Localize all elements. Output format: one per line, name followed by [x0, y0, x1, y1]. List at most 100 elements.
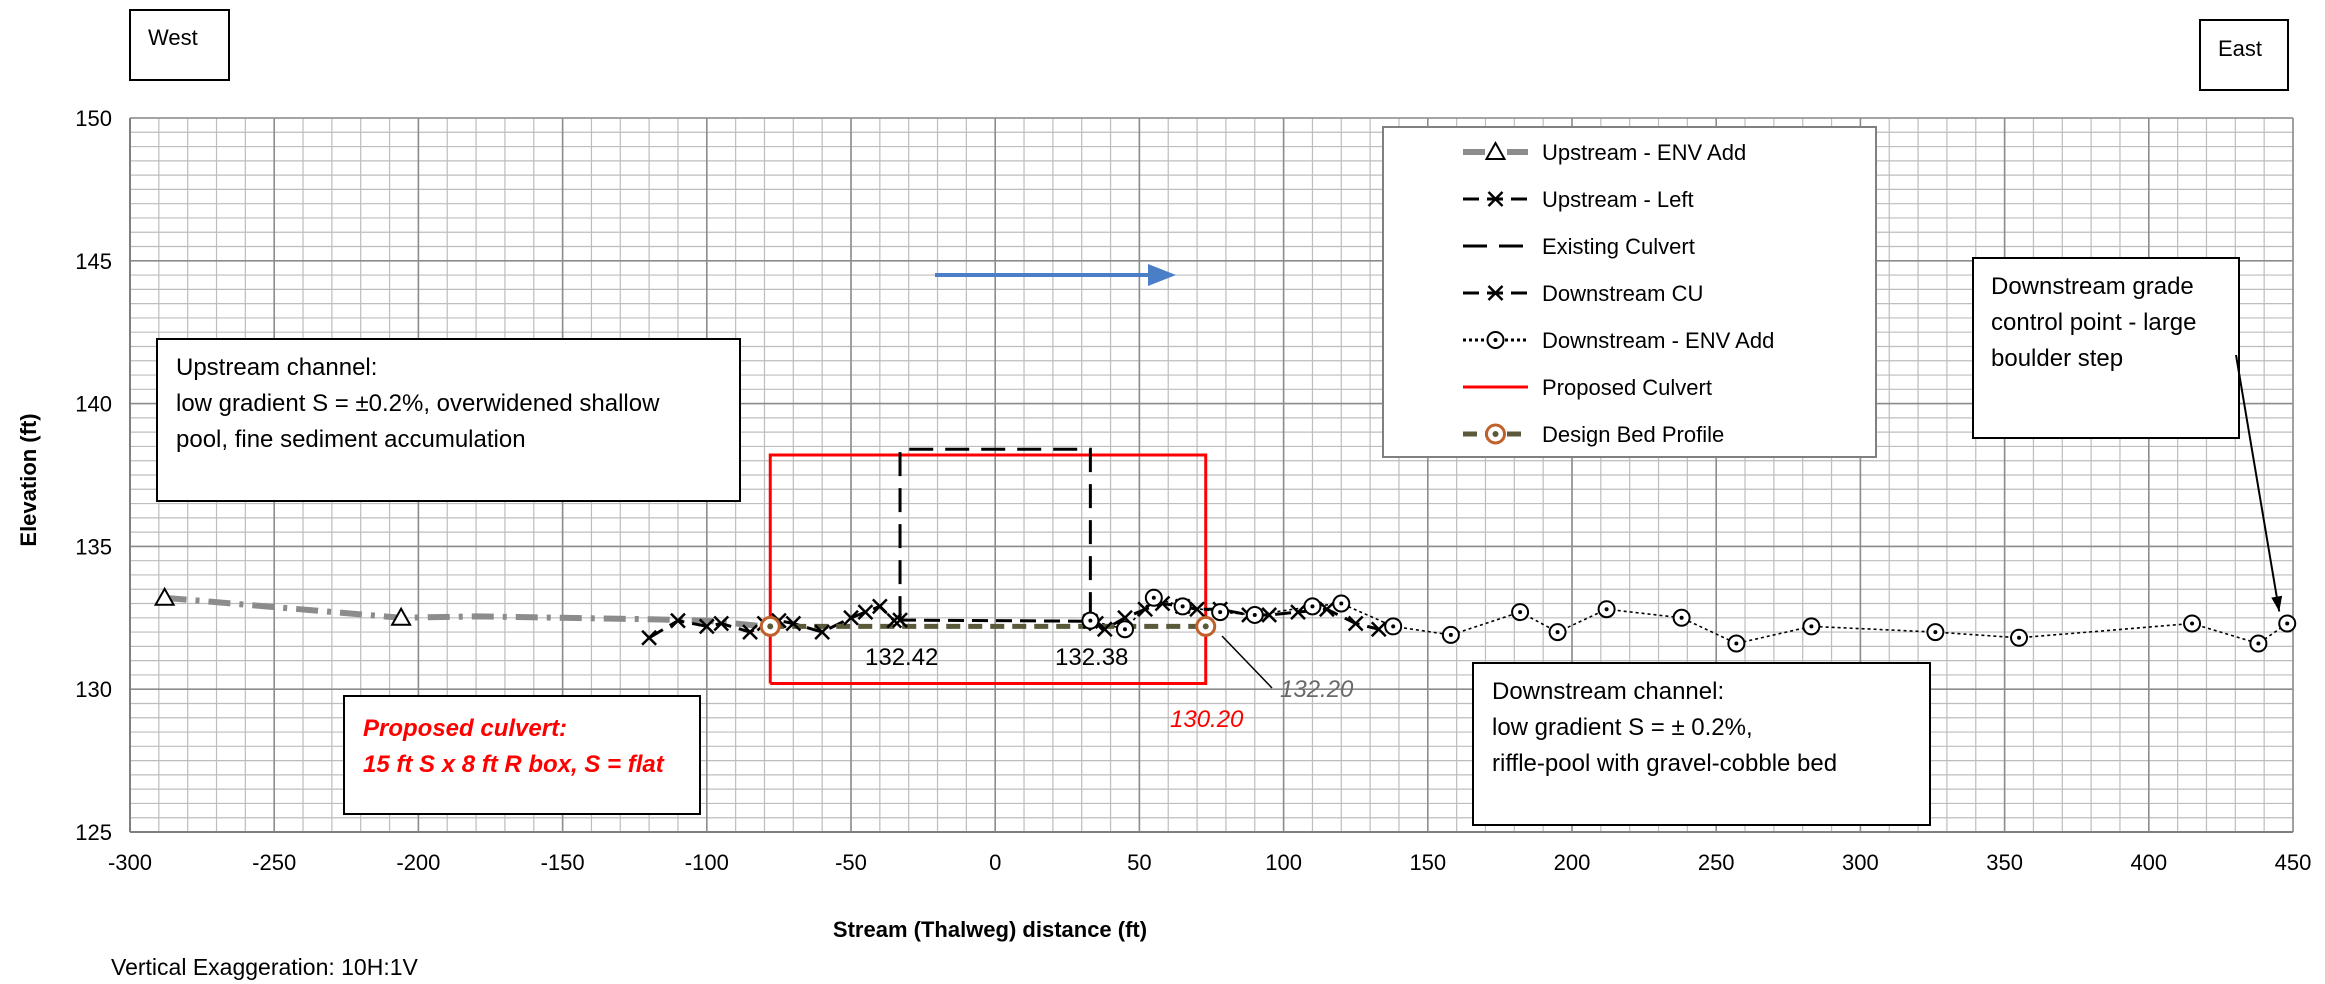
point-circle-dot — [1151, 595, 1156, 600]
point-circle — [1245, 605, 1264, 624]
point-circle-dot — [1518, 610, 1523, 615]
point-circle-dot — [1734, 641, 1739, 646]
point-x-stroke — [1096, 621, 1113, 638]
downstream-note-line1: low gradient S = ± 0.2%, — [1492, 714, 1753, 741]
point-x — [843, 609, 859, 626]
point-circle — [1144, 588, 1163, 607]
point-circle-dot — [2017, 635, 2022, 640]
point-x-stroke — [1347, 615, 1364, 632]
point-circle-dot — [1555, 630, 1560, 635]
x-tick-label: -200 — [396, 850, 440, 875]
point-x-stroke — [785, 615, 802, 632]
point-circle-dot — [1310, 604, 1315, 609]
point-design-bed-dot — [1492, 431, 1499, 437]
label-132-20: 132.20 — [1280, 676, 1354, 703]
point-circle — [1926, 623, 1945, 642]
grade-control-line2: control point - large — [1991, 309, 2196, 336]
point-circle — [2278, 614, 2297, 633]
point-x — [670, 612, 686, 629]
downstream-note-line2: riffle-pool with gravel-cobble bed — [1492, 750, 1837, 777]
point-triangle — [390, 606, 412, 626]
point-circle — [2249, 634, 2268, 653]
point-x-stroke — [892, 612, 908, 628]
point-x — [641, 629, 658, 646]
legend-label: Downstream - ENV Add — [1542, 328, 1774, 353]
point-x — [892, 612, 908, 628]
point-circle-dot — [1088, 618, 1093, 623]
point-circle — [1672, 608, 1691, 627]
point-circle — [1211, 603, 1230, 622]
point-circle-dot — [1339, 601, 1344, 606]
point-x-stroke — [1318, 601, 1335, 618]
point-x — [857, 604, 874, 620]
x-tick-label: 0 — [989, 850, 1001, 875]
west-label: West — [148, 25, 198, 50]
legend-label: Upstream - Left — [1542, 187, 1694, 212]
point-circle-dot — [1180, 604, 1185, 609]
x-tick-label: 150 — [1409, 850, 1446, 875]
point-design-bed — [759, 615, 781, 637]
point-circle — [1727, 634, 1746, 653]
legend: Upstream - ENV Add Upstream - Left Existin… — [1382, 126, 1877, 458]
x-tick-label: 100 — [1265, 850, 1302, 875]
point-circle-dot — [1218, 610, 1223, 615]
y-tick-label: 130 — [75, 677, 112, 702]
upstream-note-line1: low gradient S = ±0.2%, overwidened shal… — [176, 390, 660, 417]
point-x-stroke — [1290, 604, 1306, 620]
point-triangle — [1484, 140, 1507, 160]
point-circle — [1303, 597, 1322, 616]
proposed-note-title: Proposed culvert: — [363, 715, 567, 742]
point-circle-dot — [1391, 624, 1396, 629]
point-x-stroke — [698, 618, 715, 635]
x-tick-label: -300 — [108, 850, 152, 875]
point-circle-dot — [1252, 612, 1257, 617]
point-x-stroke — [857, 604, 874, 620]
label-132-38: 132.38 — [1055, 644, 1128, 671]
point-design-bed — [1485, 423, 1506, 445]
point-x-stroke — [1487, 285, 1504, 301]
point-x — [1487, 285, 1504, 301]
point-x-stroke — [1487, 191, 1504, 207]
point-x-stroke — [871, 598, 888, 615]
point-x — [1370, 621, 1387, 638]
legend-label: Design Bed Profile — [1542, 422, 1724, 447]
point-circle-dot — [2285, 621, 2290, 626]
x-tick-label: -150 — [541, 850, 585, 875]
label-132-20-leader — [1221, 635, 1273, 689]
y-tick-label: 135 — [75, 534, 112, 559]
point-circle — [1115, 620, 1134, 639]
x-tick-label: -250 — [252, 850, 296, 875]
x-tick-label: 450 — [2275, 850, 2312, 875]
point-x-stroke — [742, 624, 758, 640]
point-design-bed-dot — [767, 623, 774, 630]
point-design-bed — [1195, 615, 1217, 637]
point-circle — [1173, 597, 1192, 616]
legend-label: Proposed Culvert — [1542, 375, 1712, 400]
y-axis-title: Elevation (ft) — [16, 413, 41, 546]
x-tick-label: 250 — [1698, 850, 1735, 875]
point-x-stroke — [1261, 607, 1278, 623]
point-circle — [2183, 614, 2202, 633]
x-tick-label: 350 — [1986, 850, 2023, 875]
point-x-stroke — [1154, 595, 1171, 612]
grade-control-arrow-head — [2271, 595, 2283, 612]
x-tick-label: 300 — [1842, 850, 1879, 875]
flow-arrow-icon — [935, 264, 1176, 286]
series-proposed-culvert — [768, 453, 1208, 685]
point-x — [1189, 601, 1205, 618]
point-x — [814, 624, 831, 640]
x-tick-label: 200 — [1554, 850, 1591, 875]
grade-control-note-box — [1972, 257, 2240, 439]
point-x — [785, 615, 802, 632]
point-circle-dot — [1493, 338, 1498, 342]
point-x — [1261, 607, 1278, 623]
y-tick-label: 145 — [75, 249, 112, 274]
downstream-note-box — [1472, 662, 1931, 826]
point-circle — [2010, 628, 2029, 647]
proposed-note-line: 15 ft S x 8 ft R box, S = flat — [363, 751, 665, 778]
east-box — [2199, 19, 2289, 91]
upstream-note-line2: pool, fine sediment accumulation — [176, 426, 526, 453]
downstream-note-title: Downstream channel: — [1492, 678, 1724, 705]
x-tick-label: -50 — [835, 850, 867, 875]
